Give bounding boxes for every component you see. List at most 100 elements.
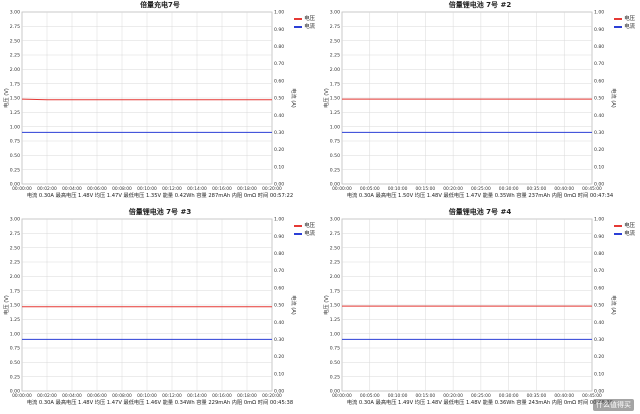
x-tick-label: 00:00:00 (12, 186, 32, 192)
x-tick-label: 00:16:00 (212, 393, 232, 399)
chart-title: 倍量锂电池 7号 #3 (128, 208, 192, 216)
y-tick-label-left: 0.75 (330, 139, 340, 145)
x-tick-label: 00:06:00 (87, 393, 107, 399)
y-tick-label-right: 0.60 (274, 78, 284, 84)
chart-svg: 0.00 0.25 0.50 0.75 1.00 1.25 1.50 1.75 2.00 2.25… (2, 217, 298, 399)
y-tick-label-right: 1.00 (274, 10, 284, 16)
y-tick-label-right: 0.90 (274, 234, 284, 240)
y-tick-label-right: 0.20 (274, 147, 284, 153)
y-tick-label-right: 0.90 (274, 27, 284, 33)
x-tick-label: 00:20:00 (262, 393, 282, 399)
y-tick-label-left: 1.00 (330, 331, 340, 337)
y-tick-label-left: 1.00 (10, 124, 20, 130)
y-tick-label-left: 2.75 (10, 231, 20, 237)
y-tick-label-left: 2.25 (10, 260, 20, 266)
chart-panel-1: 倍量充电7号 0.00 0.25 0.50 0.75 1.00 1.25 1.50 1.75 2… (0, 0, 320, 207)
x-tick-label: 00:40:00 (554, 186, 574, 192)
y-tick-label-left: 1.75 (330, 288, 340, 294)
y-tick-label-right: 0.00 (274, 182, 284, 188)
y-tick-label-right: 0.30 (594, 130, 604, 136)
y-tick-label-right: 0.40 (274, 320, 284, 326)
y-tick-label-left: 2.50 (330, 38, 340, 44)
y-tick-label-right: 0.00 (594, 389, 604, 395)
y-tick-label-left: 1.25 (10, 317, 20, 323)
x-tick-label: 00:15:00 (415, 393, 435, 399)
x-tick-label: 00:05:00 (360, 393, 380, 399)
y-tick-label-right: 0.30 (594, 337, 604, 343)
y-tick-label-right: 0.10 (594, 371, 604, 377)
y-tick-label-left: 2.00 (330, 67, 340, 73)
x-tick-label: 00:00:00 (332, 186, 352, 192)
y-tick-label-right: 1.00 (274, 217, 284, 223)
y-tick-label-left: 0.50 (10, 360, 20, 366)
y-tick-label-left: 0.75 (10, 139, 20, 145)
x-tick-label: 00:00:00 (12, 393, 32, 399)
y-tick-label-right: 0.90 (594, 27, 604, 33)
legend-voltage: 电压 (614, 222, 635, 230)
x-tick-label: 00:18:00 (237, 393, 257, 399)
y-axis-label-left: 电压 (V) (2, 88, 10, 108)
y-axis-label-left: 电压 (V) (2, 295, 10, 315)
x-tick-label: 00:00:00 (332, 393, 352, 399)
y-tick-label-left: 0.25 (330, 374, 340, 380)
y-tick-label-left: 0.00 (10, 182, 20, 188)
chart-title: 倍量充电7号 (140, 1, 180, 9)
y-tick-label-right: 0.70 (274, 61, 284, 67)
legend-current: 电流 (614, 230, 635, 238)
y-tick-label-right: 0.80 (594, 44, 604, 50)
y-tick-label-left: 0.00 (10, 389, 20, 395)
y-axis-label-right: 电流 (A) (290, 88, 298, 108)
x-tick-label: 00:20:00 (443, 186, 463, 192)
x-tick-label: 00:04:00 (62, 393, 82, 399)
y-tick-label-left: 0.50 (330, 153, 340, 159)
y-tick-label-left: 0.75 (330, 346, 340, 352)
y-tick-label-right: 0.30 (274, 130, 284, 136)
y-tick-label-left: 1.00 (10, 331, 20, 337)
x-tick-label: 00:06:00 (87, 186, 107, 192)
legend-current-label: 电流 (304, 24, 315, 30)
watermark: 什么值得买 (593, 399, 634, 411)
y-tick-label-left: 0.25 (330, 167, 340, 173)
x-tick-label: 00:45:00 (582, 393, 602, 399)
y-tick-label-left: 2.75 (330, 231, 340, 237)
chart-title: 倍量锂电池 7号 #4 (448, 208, 512, 216)
x-tick-label: 00:14:00 (187, 393, 207, 399)
y-tick-label-left: 0.00 (330, 182, 340, 188)
x-tick-label: 00:12:00 (162, 186, 182, 192)
y-tick-label-left: 3.00 (10, 217, 20, 223)
x-tick-label: 00:05:00 (360, 186, 380, 192)
y-axis-label-left: 电压 (V) (322, 295, 330, 315)
legend-current-label: 电流 (624, 231, 635, 237)
x-tick-label: 00:20:00 (262, 186, 282, 192)
y-tick-label-left: 0.00 (330, 389, 340, 395)
y-tick-label-right: 0.60 (274, 285, 284, 291)
legend-voltage: 电压 (614, 15, 635, 23)
y-tick-label-left: 2.50 (10, 38, 20, 44)
x-tick-label: 00:30:00 (499, 393, 519, 399)
legend: 电压 电流 (614, 15, 635, 31)
x-tick-label: 00:25:00 (471, 393, 491, 399)
y-tick-label-right: 0.40 (274, 113, 284, 119)
stats-line: 电流 0.30A 最高电压 1.50V 均压 1.48V 最低电压 1.47V … (346, 193, 614, 199)
x-tick-label: 00:16:00 (212, 186, 232, 192)
y-tick-label-right: 0.50 (594, 96, 604, 102)
x-tick-label: 00:10:00 (137, 186, 157, 192)
x-tick-label: 00:12:00 (162, 393, 182, 399)
y-tick-label-left: 2.25 (10, 53, 20, 59)
x-tick-label: 00:35:00 (527, 186, 547, 192)
stats-line: 电流 0.30A 最高电压 1.49V 均压 1.48V 最低电压 1.48V … (346, 400, 614, 406)
y-tick-label-left: 2.75 (10, 24, 20, 30)
y-tick-label-left: 3.00 (10, 10, 20, 16)
y-tick-label-left: 2.25 (330, 260, 340, 266)
series-voltage-line (21, 98, 272, 101)
legend-voltage: 电压 (294, 222, 315, 230)
y-tick-label-left: 1.50 (330, 96, 340, 102)
y-tick-label-right: 0.50 (594, 303, 604, 309)
legend-current-label: 电流 (304, 231, 315, 237)
chart-panel-2: 倍量锂电池 7号 #2 0.00 0.25 0.50 0.75 1.00 1.25 1.50… (320, 0, 640, 207)
legend-voltage-label: 电压 (624, 16, 635, 22)
y-tick-label-right: 0.60 (594, 78, 604, 84)
y-tick-label-right: 0.50 (274, 303, 284, 309)
chart-title: 倍量锂电池 7号 #2 (448, 1, 512, 9)
x-tick-label: 00:02:00 (37, 393, 57, 399)
